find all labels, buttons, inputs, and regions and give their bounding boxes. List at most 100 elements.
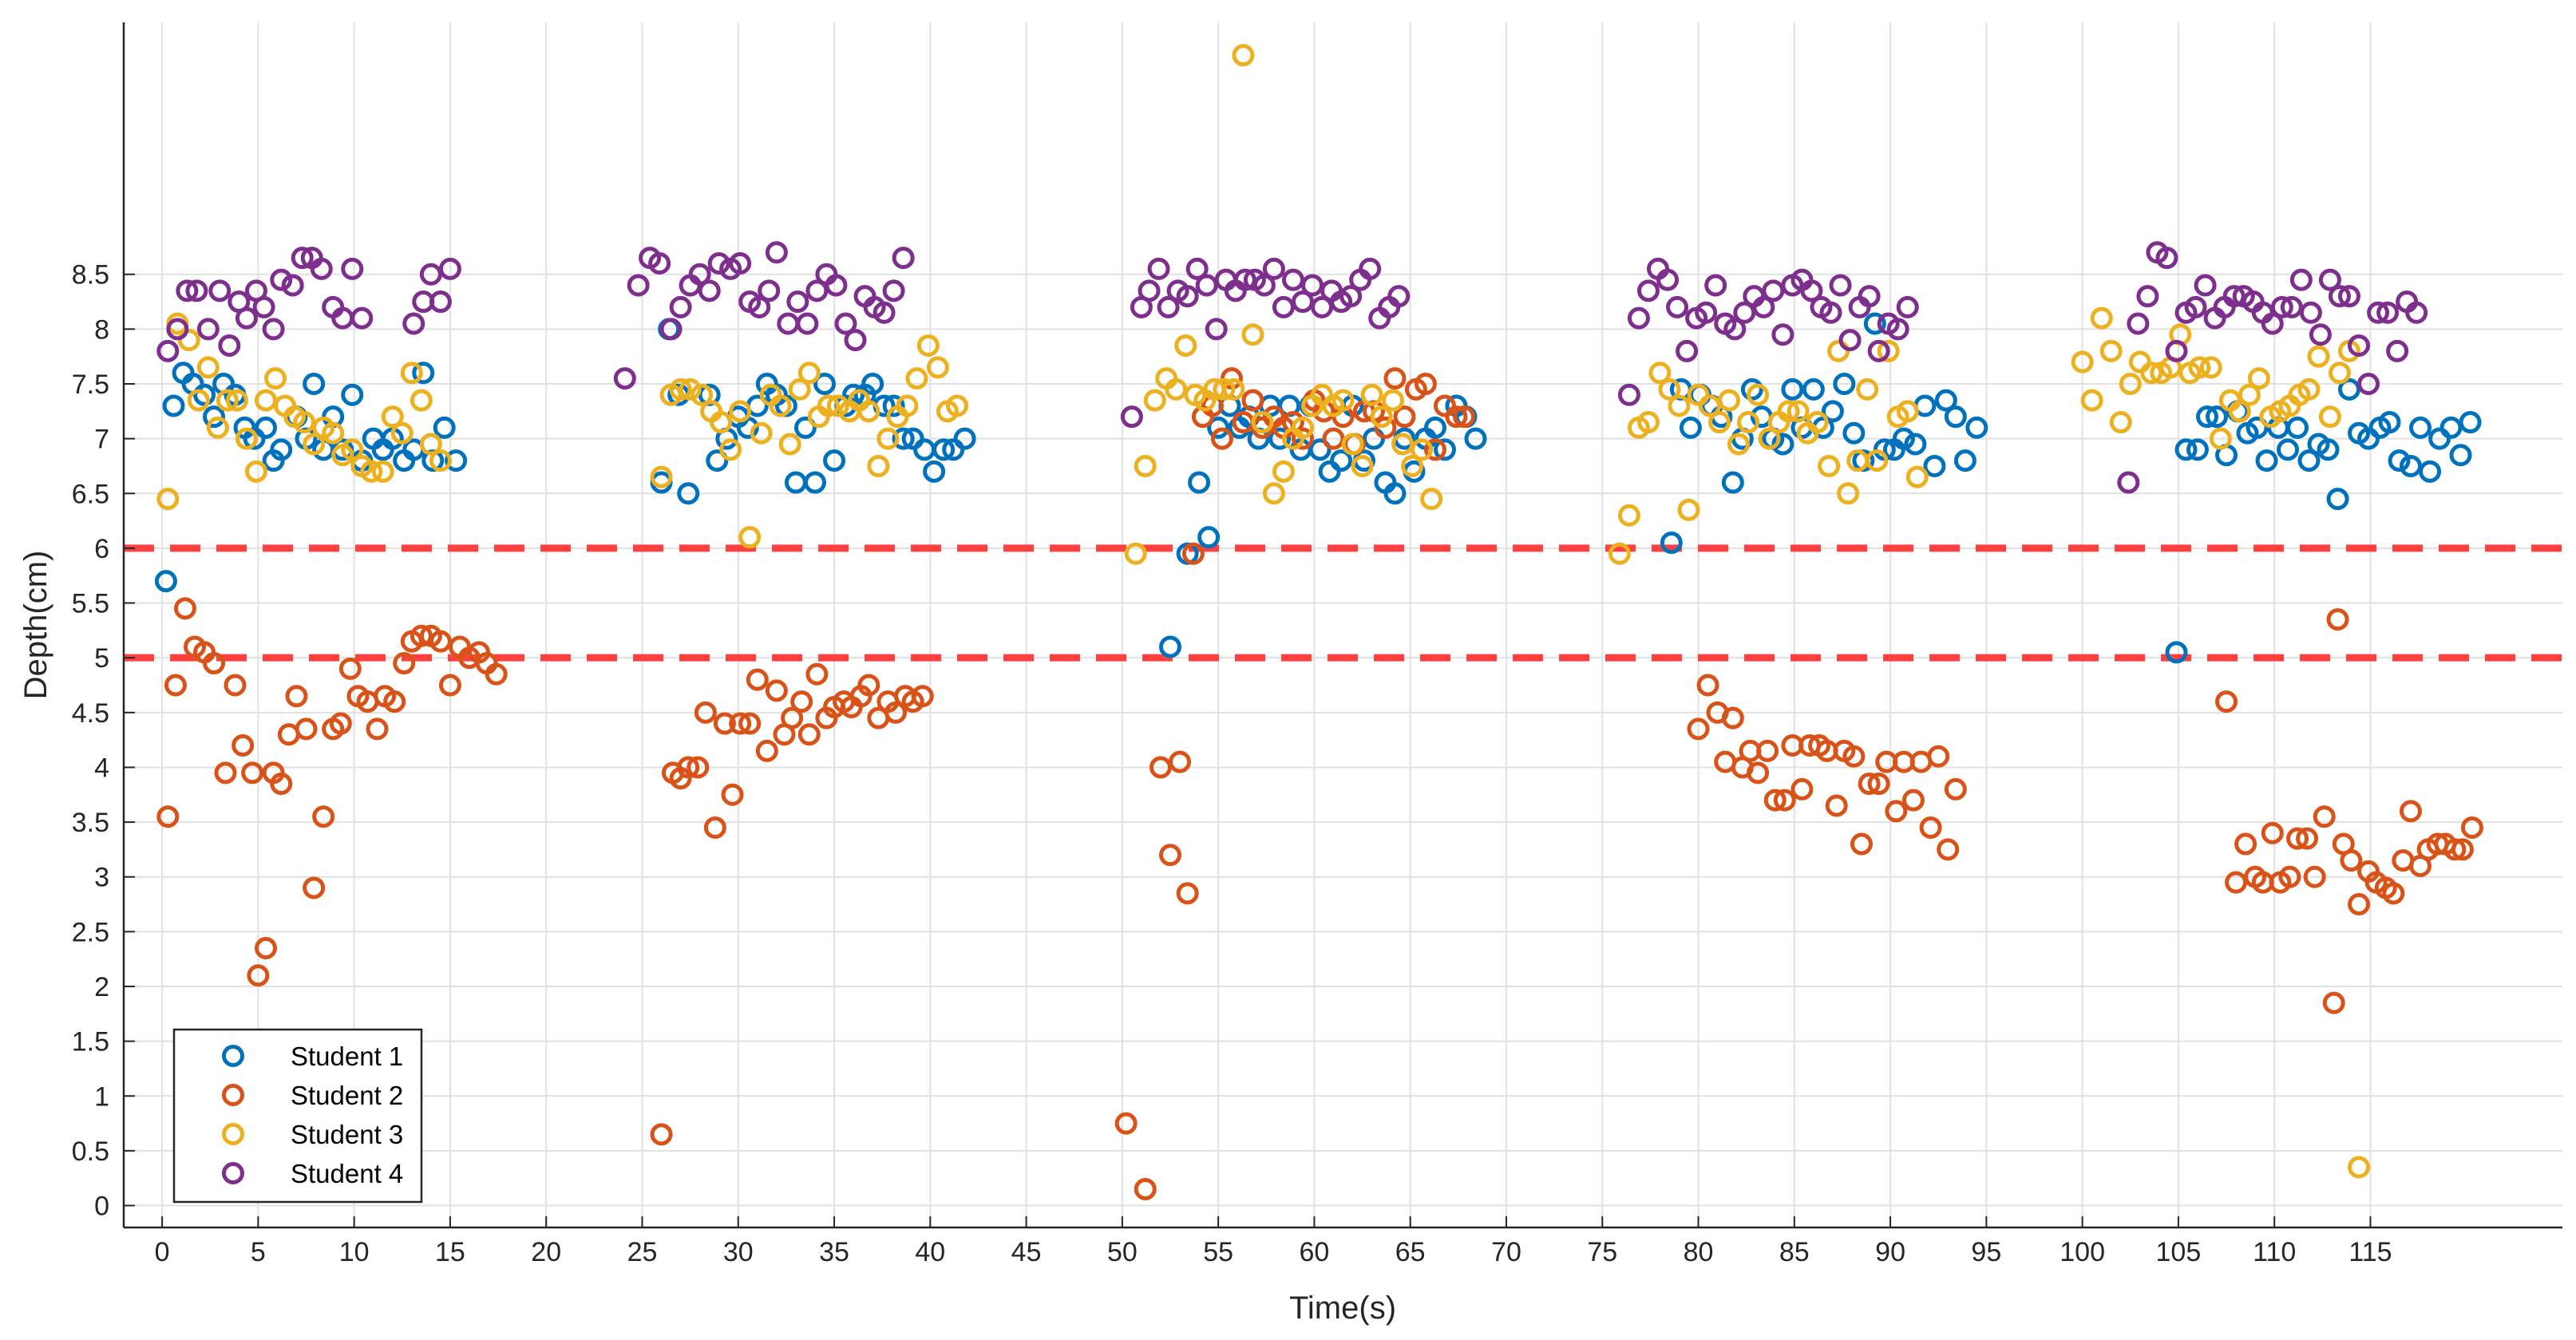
- data-point: [1301, 274, 1324, 297]
- data-point: [1165, 377, 1188, 401]
- data-point: [1332, 389, 1355, 412]
- data-point: [803, 471, 826, 494]
- data-point: [1197, 526, 1221, 549]
- data-point: [1829, 274, 1852, 297]
- data-point: [2286, 416, 2309, 439]
- data-point: [2206, 405, 2229, 429]
- data-point: [2286, 827, 2309, 850]
- data-point: [797, 723, 821, 746]
- data-point: [703, 816, 726, 839]
- data-point: [2326, 608, 2349, 631]
- data-point: [270, 438, 293, 461]
- x-tick-label: 30: [723, 1237, 754, 1267]
- data-point: [1718, 389, 1741, 412]
- data-point: [2247, 367, 2270, 390]
- axes: [122, 22, 2562, 1229]
- data-point: [2382, 882, 2405, 905]
- data-point: [1904, 433, 1927, 456]
- data-point: [677, 756, 700, 779]
- data-point: [255, 416, 278, 439]
- data-point: [788, 377, 811, 401]
- data-point: [867, 454, 890, 477]
- data-point: [2459, 411, 2482, 434]
- data-point: [2165, 641, 2188, 664]
- data-point: [1143, 389, 1166, 412]
- data-point: [350, 306, 374, 330]
- data-point: [1758, 427, 1781, 450]
- data-points: [154, 44, 2483, 1200]
- data-point: [1383, 482, 1407, 505]
- data-point: [1756, 739, 1779, 762]
- data-point: [1311, 295, 1334, 318]
- data-point: [797, 362, 821, 385]
- data-point: [303, 433, 326, 456]
- data-point: [1251, 411, 1274, 434]
- data-point: [235, 427, 258, 450]
- data-point: [1433, 438, 1456, 461]
- data-point: [2313, 805, 2336, 828]
- data-point: [648, 252, 671, 275]
- data-point: [826, 394, 849, 417]
- data-point: [2234, 832, 2257, 856]
- data-point: [793, 416, 817, 439]
- data-point: [1842, 421, 1866, 445]
- data-point: [2388, 449, 2411, 472]
- x-tick-label: 80: [1684, 1237, 1714, 1267]
- data-point: [1188, 471, 1211, 494]
- data-point: [329, 712, 352, 735]
- data-point: [1241, 389, 1264, 412]
- data-point: [2443, 838, 2467, 861]
- data-point: [1896, 400, 1919, 423]
- data-point: [729, 400, 752, 423]
- data-point: [2408, 416, 2432, 439]
- reference-lines: [124, 544, 2562, 662]
- data-point: [1268, 427, 1292, 450]
- data-point: [1885, 800, 1908, 823]
- data-point: [196, 356, 220, 379]
- data-point: [1362, 427, 1385, 450]
- data-point: [778, 433, 801, 456]
- data-point: [187, 389, 210, 412]
- data-point: [438, 674, 461, 697]
- y-tick-label: 7.5: [72, 370, 109, 400]
- data-point: [1185, 257, 1209, 280]
- data-point: [2136, 285, 2159, 308]
- data-point: [1752, 295, 1775, 318]
- data-point: [2428, 427, 2451, 450]
- data-point: [2165, 339, 2188, 362]
- data-point: [1721, 471, 1744, 494]
- data-point: [679, 377, 702, 401]
- data-point: [419, 433, 442, 456]
- data-point: [1411, 438, 1434, 461]
- data-point: [1339, 285, 1363, 308]
- data-point: [1330, 449, 1353, 472]
- data-point: [2340, 849, 2363, 872]
- data-point: [203, 652, 226, 675]
- series-3: [156, 44, 2371, 1179]
- data-point: [1262, 482, 1285, 505]
- y-tick-label: 1: [94, 1081, 109, 1112]
- data-point: [1147, 257, 1170, 280]
- y-tick-label: 2: [94, 972, 109, 1002]
- data-point: [1433, 394, 1456, 417]
- data-point: [1919, 816, 1942, 839]
- x-tick-label: 60: [1300, 1237, 1330, 1267]
- data-point: [1176, 882, 1199, 905]
- data-point: [2289, 268, 2313, 291]
- data-point: [1842, 745, 1866, 768]
- data-point: [1351, 454, 1374, 477]
- data-point: [2109, 411, 2132, 434]
- data-point: [659, 318, 683, 341]
- data-point: [412, 362, 435, 385]
- data-point: [1827, 339, 1850, 362]
- data-point: [2140, 362, 2163, 385]
- data-point: [2215, 690, 2238, 713]
- data-point: [400, 362, 423, 385]
- data-point: [2460, 816, 2483, 839]
- data-point: [1679, 416, 1702, 439]
- data-point: [1863, 312, 1886, 335]
- data-point: [1833, 373, 1856, 395]
- x-axis-label: Time(s): [1289, 1291, 1396, 1326]
- data-point: [193, 383, 216, 406]
- data-point: [485, 662, 508, 686]
